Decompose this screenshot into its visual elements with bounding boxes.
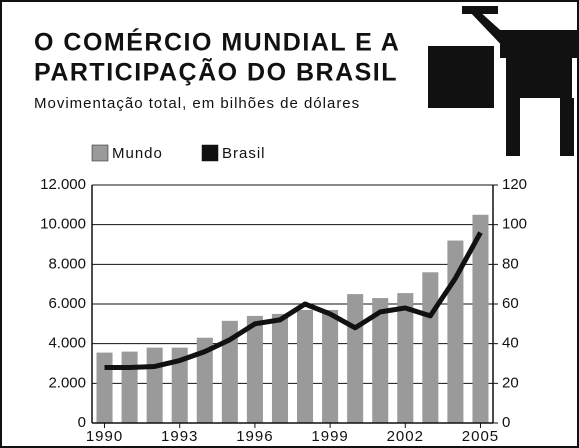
y2-tick-label: 40 [502,335,519,352]
y2-tick-label: 120 [502,176,527,193]
x-tick-label: 1993 [161,428,198,445]
bar [347,294,363,423]
bar [297,310,313,423]
y-tick-label: 2.000 [48,374,86,391]
y2-tick-label: 80 [502,255,519,272]
y2-tick-label: 60 [502,295,519,312]
bar [272,314,288,423]
y-tick-label: 4.000 [48,335,86,352]
crane-icon [428,6,579,156]
x-tick-label: 1996 [236,428,273,445]
y-tick-label: 12.000 [40,176,86,193]
x-tick-label: 1999 [311,428,348,445]
bar [247,316,263,423]
bar [147,348,163,423]
y2-tick-label: 0 [502,414,510,431]
bar [422,272,438,423]
x-tick-label: 2005 [462,428,499,445]
x-tick-label: 1990 [86,428,123,445]
x-tick-label: 2002 [387,428,424,445]
bar [397,293,413,423]
chart: O COMÉRCIO MUNDIAL E A PARTICIPAÇÃO DO B… [0,0,579,448]
y-tick-label: 10.000 [40,216,86,233]
legend-label: Mundo [112,145,163,162]
chart-subtitle: Movimentação total, em bilhões de dólare… [34,95,360,112]
chart-title: O COMÉRCIO MUNDIAL E A [34,28,400,57]
legend-swatch [202,145,218,161]
y-tick-label: 0 [78,414,86,431]
bar [122,352,138,423]
chart-title: PARTICIPAÇÃO DO BRASIL [34,57,398,87]
legend-swatch [92,145,108,161]
y-tick-label: 6.000 [48,295,86,312]
bar [97,353,113,423]
bar [322,310,338,423]
y2-tick-label: 100 [502,216,527,233]
y-tick-label: 8.000 [48,255,86,272]
legend-label: Brasil [222,145,266,162]
y2-tick-label: 20 [502,374,519,391]
